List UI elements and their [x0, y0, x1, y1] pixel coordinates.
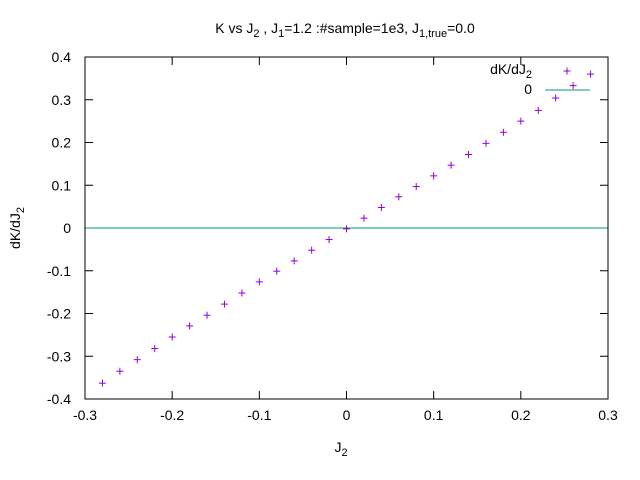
- legend-label-zero-line: 0: [524, 81, 532, 97]
- data-point: [325, 236, 333, 244]
- y-tick-label: 0.3: [52, 92, 72, 108]
- x-axis-label: J2: [334, 439, 347, 459]
- data-point: [534, 106, 542, 114]
- chart-title: K vs J2 , J1=1.2 :#sample=1e3, J1,true=0…: [215, 20, 475, 40]
- x-tick-label: 0.2: [511, 407, 531, 423]
- y-axis-label: dK/dJ2: [7, 207, 27, 249]
- y-tick-label: -0.4: [47, 391, 71, 407]
- data-point: [220, 300, 228, 308]
- data-point: [238, 289, 246, 297]
- data-point: [343, 225, 350, 233]
- data-point: [151, 345, 159, 353]
- legend-label-points: dK/dJ2: [490, 61, 532, 81]
- legend-plus-marker: [563, 67, 571, 75]
- data-point: [482, 139, 490, 147]
- data-point: [98, 379, 106, 387]
- x-tick-label: 0.1: [424, 407, 444, 423]
- data-point: [168, 333, 176, 341]
- y-tick-label: -0.2: [47, 306, 71, 322]
- plot-frame: [84, 56, 609, 400]
- x-tick-label: -0.2: [160, 407, 184, 423]
- data-point: [517, 117, 525, 125]
- data-point: [133, 356, 141, 364]
- data-point: [499, 128, 507, 136]
- tick-labels: -0.3 -0.2 -0.1 0 0.1 0.2 0.3-0.4-0.3-0.2-0.100…: [47, 49, 618, 423]
- data-point: [587, 70, 595, 78]
- data-point: [552, 94, 560, 102]
- x-tick-label: 0: [343, 407, 351, 423]
- data-point: [360, 214, 368, 222]
- data-point: [203, 311, 211, 319]
- data-point: [447, 161, 455, 169]
- legend-marker-points: [563, 67, 571, 75]
- legend: dK/dJ2 0: [490, 61, 590, 97]
- x-tick-label: -0.3: [73, 407, 97, 423]
- data-point: [308, 246, 316, 254]
- data-point: [290, 257, 298, 265]
- y-tick-label: 0.1: [52, 177, 72, 193]
- data-point: [255, 278, 263, 286]
- y-tick-label: 0.4: [52, 49, 72, 65]
- data-point: [377, 203, 385, 211]
- data-point: [412, 183, 420, 191]
- data-point: [430, 172, 438, 180]
- data-point: [395, 193, 403, 201]
- y-tick-label: -0.1: [47, 263, 71, 279]
- y-tick-label: -0.3: [47, 348, 71, 364]
- y-tick-label: 0.2: [52, 135, 72, 151]
- data-point: [569, 82, 577, 90]
- x-tick-label: 0.3: [598, 407, 618, 423]
- x-tick-label: -0.1: [247, 407, 271, 423]
- plot-series: [85, 70, 608, 387]
- y-tick-label: 0: [63, 220, 71, 236]
- data-point: [273, 267, 281, 275]
- data-point: [116, 367, 124, 375]
- data-point: [465, 150, 473, 158]
- data-point: [186, 322, 194, 330]
